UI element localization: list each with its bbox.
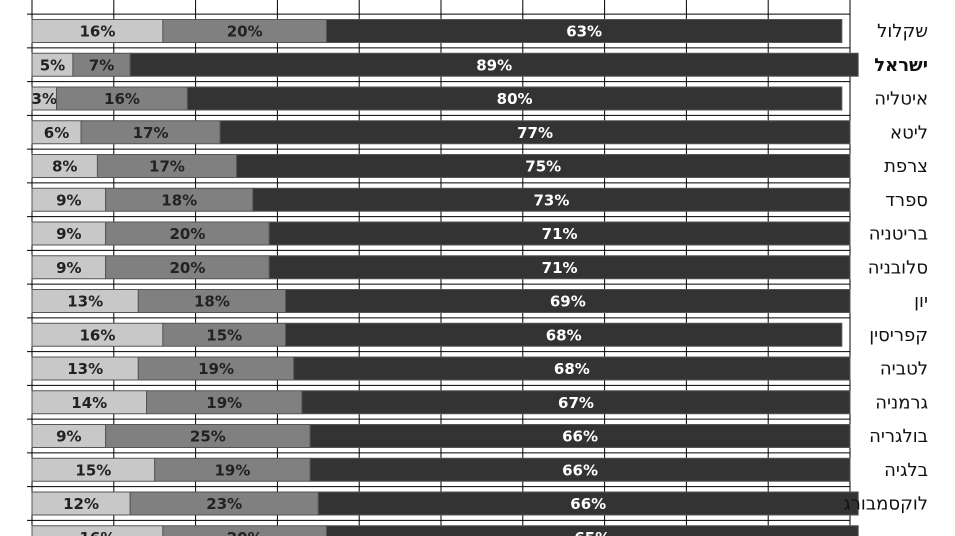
value-label: 13% — [67, 360, 103, 378]
value-label: 20% — [169, 259, 205, 277]
bar-segment — [301, 390, 851, 415]
value-label: 19% — [214, 461, 250, 479]
bar-segment — [309, 457, 851, 482]
category-label: צרפת — [884, 156, 928, 177]
bar-segment — [252, 187, 851, 212]
value-label: 23% — [206, 495, 242, 513]
value-label: 9% — [56, 191, 81, 209]
value-label: 68% — [546, 326, 582, 344]
value-label: 7% — [89, 56, 114, 74]
value-label: 66% — [562, 461, 598, 479]
category-label: לוקסמבורג — [843, 494, 928, 515]
value-label: 25% — [190, 428, 226, 446]
value-label: 15% — [75, 461, 111, 479]
bar-segment — [293, 356, 851, 381]
category-label: איטליה — [874, 89, 928, 110]
value-label: 65% — [574, 529, 610, 536]
value-label: 20% — [227, 529, 263, 536]
value-label: 80% — [497, 90, 533, 108]
bar-segment — [325, 19, 843, 43]
value-label: 66% — [570, 495, 606, 513]
value-label: 77% — [517, 124, 553, 142]
category-label: ישראל — [874, 55, 928, 76]
bar-segment — [268, 255, 851, 280]
category-label: ליטא — [890, 122, 928, 143]
bar-segment — [162, 525, 327, 536]
value-label: 16% — [79, 529, 115, 536]
value-label: 20% — [227, 23, 263, 41]
value-label: 19% — [198, 360, 234, 378]
bar-segment — [317, 491, 859, 516]
value-label: 3% — [32, 90, 57, 108]
value-label: 69% — [550, 293, 586, 311]
category-label: שקלול — [877, 21, 928, 42]
value-label: 67% — [558, 394, 594, 412]
value-label: 17% — [149, 158, 185, 176]
category-label: בלגיה — [884, 460, 928, 481]
value-label: 18% — [194, 293, 230, 311]
value-label: 20% — [169, 225, 205, 243]
value-label: 89% — [476, 56, 512, 74]
value-label: 16% — [79, 326, 115, 344]
value-label: 75% — [525, 158, 561, 176]
value-label: 9% — [56, 428, 81, 446]
bar-segment — [268, 221, 851, 246]
bar-segment — [186, 86, 843, 111]
bar-segment — [129, 52, 859, 77]
category-label: ספרד — [885, 190, 928, 211]
value-label: 17% — [133, 124, 169, 142]
value-label: 9% — [56, 225, 81, 243]
bar-segment — [236, 154, 851, 178]
value-label: 15% — [206, 326, 242, 344]
value-label: 8% — [52, 158, 77, 176]
value-label: 16% — [79, 23, 115, 41]
category-label: גרמניה — [875, 392, 928, 413]
category-label: בולגריה — [869, 426, 928, 447]
bar-segment — [285, 322, 843, 347]
category-label: יון — [914, 291, 928, 312]
bar-segment — [309, 424, 851, 448]
category-label: סלובניה — [868, 257, 928, 278]
value-label: 16% — [104, 90, 140, 108]
value-label: 71% — [542, 259, 578, 277]
value-label: 5% — [40, 56, 65, 74]
value-label: 71% — [542, 225, 578, 243]
category-label: קפריסין — [869, 325, 928, 346]
bar-segment — [325, 525, 859, 536]
value-label: 12% — [63, 495, 99, 513]
category-label: לטביה — [880, 359, 928, 380]
value-label: 14% — [71, 394, 107, 412]
value-label: 66% — [562, 428, 598, 446]
category-label: בריטניה — [869, 224, 928, 245]
value-label: 18% — [161, 191, 197, 209]
value-label: 68% — [554, 360, 590, 378]
value-label: 6% — [44, 124, 69, 142]
bar-segment — [285, 289, 851, 313]
value-label: 9% — [56, 259, 81, 277]
value-label: 73% — [533, 191, 569, 209]
value-label: 13% — [67, 293, 103, 311]
bar-segment — [31, 525, 164, 536]
bar-segment — [219, 120, 851, 145]
value-label: 63% — [566, 23, 602, 41]
value-label: 19% — [206, 394, 242, 412]
